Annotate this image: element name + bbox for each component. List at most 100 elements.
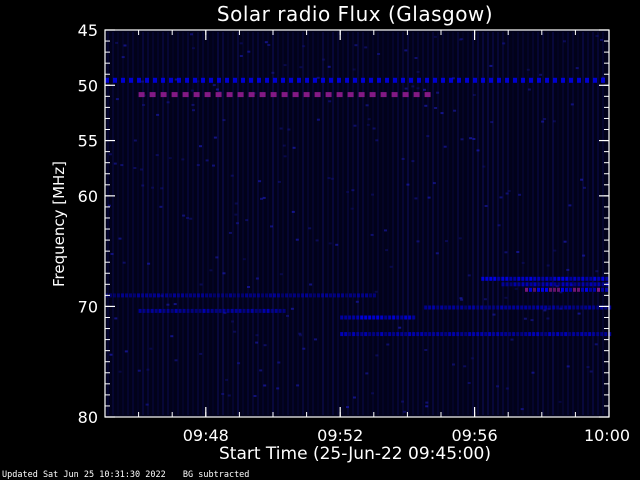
noise-speckle [546, 317, 550, 320]
noise-speckle [411, 85, 415, 88]
emission-band-7 [206, 308, 210, 313]
emission-band-0 [569, 77, 573, 83]
emission-band-0 [345, 77, 349, 83]
noise-speckle [530, 319, 534, 322]
emission-band-0 [361, 77, 365, 83]
emission-band-8 [364, 315, 368, 320]
emission-band-5 [217, 293, 220, 298]
noise-streak [197, 32, 199, 415]
noise-streak [242, 32, 244, 415]
emission-band-2 [581, 276, 585, 281]
emission-band-5 [345, 293, 348, 298]
emission-band-5 [361, 293, 364, 298]
emission-band-9 [608, 332, 612, 337]
emission-band-0 [513, 77, 517, 83]
noise-streak [332, 32, 334, 415]
emission-band-1 [292, 92, 299, 98]
noise-speckle [190, 89, 194, 92]
noise-speckle [247, 50, 251, 53]
emission-band-8 [392, 315, 396, 320]
noise-streak [522, 32, 524, 415]
emission-band-0 [265, 77, 269, 83]
emission-band-0 [337, 77, 341, 83]
emission-band-8 [380, 315, 384, 320]
emission-band-7 [250, 308, 254, 313]
noise-speckle [115, 98, 119, 101]
noise-speckle [552, 120, 556, 123]
emission-band-4 [529, 287, 532, 292]
noise-speckle [247, 286, 250, 288]
noise-speckle [586, 366, 590, 369]
noise-streak [337, 32, 339, 415]
emission-band-9 [552, 332, 556, 337]
noise-speckle [520, 408, 524, 411]
y-tick-label: 50 [78, 76, 98, 95]
emission-band-1 [347, 92, 354, 98]
emission-band-4 [581, 287, 584, 292]
emission-band-7 [254, 308, 258, 313]
emission-band-5 [273, 293, 276, 298]
emission-band-8 [388, 315, 392, 320]
noise-streak [217, 32, 219, 415]
emission-band-0 [537, 77, 541, 83]
emission-band-6 [592, 305, 596, 310]
emission-band-0 [177, 77, 181, 83]
noise-speckle [375, 139, 379, 142]
noise-speckle [170, 335, 174, 338]
emission-band-0 [105, 77, 109, 83]
emission-band-4 [549, 287, 552, 292]
noise-speckle [507, 190, 511, 192]
noise-speckle [434, 107, 438, 109]
emission-band-6 [600, 305, 604, 310]
noise-streak [132, 32, 134, 415]
noise-speckle [186, 217, 189, 219]
noise-streak [347, 32, 349, 415]
emission-band-1 [380, 92, 387, 98]
noise-speckle [601, 76, 605, 79]
emission-band-5 [321, 293, 324, 298]
noise-speckle [196, 80, 200, 83]
emission-band-4 [557, 287, 560, 292]
emission-band-0 [137, 77, 141, 83]
emission-band-5 [233, 293, 236, 298]
emission-band-0 [585, 77, 589, 83]
emission-band-1 [270, 92, 277, 98]
emission-band-9 [436, 332, 440, 337]
emission-band-8 [400, 315, 404, 320]
emission-band-5 [205, 293, 208, 298]
noise-speckle [222, 119, 226, 122]
noise-speckle [255, 277, 259, 280]
noise-speckle [514, 287, 518, 290]
emission-band-5 [197, 293, 200, 298]
noise-speckle [472, 138, 476, 140]
noise-streak [247, 32, 249, 415]
emission-band-1 [171, 92, 178, 98]
emission-band-1 [215, 92, 222, 98]
noise-streak [122, 32, 124, 415]
noise-streak [552, 32, 554, 415]
emission-band-2 [601, 276, 605, 281]
noise-speckle [328, 100, 332, 103]
emission-band-3 [553, 282, 557, 287]
emission-band-7 [146, 308, 150, 313]
emission-band-9 [568, 332, 572, 337]
noise-speckle [353, 124, 357, 127]
emission-band-5 [257, 293, 260, 298]
emission-band-9 [504, 332, 508, 337]
emission-band-7 [150, 308, 154, 313]
noise-streak [487, 32, 489, 415]
noise-speckle [212, 164, 215, 167]
noise-speckle [467, 274, 471, 277]
noise-speckle [504, 251, 508, 254]
emission-band-5 [237, 293, 240, 298]
emission-band-9 [452, 332, 456, 337]
noise-streak [327, 32, 329, 415]
noise-speckle [205, 159, 209, 162]
emission-band-5 [141, 293, 144, 298]
noise-streak [527, 32, 529, 415]
emission-band-5 [169, 293, 172, 298]
emission-band-0 [385, 77, 389, 83]
emission-band-7 [274, 308, 278, 313]
noise-speckle [510, 338, 514, 341]
noise-speckle [174, 78, 178, 81]
